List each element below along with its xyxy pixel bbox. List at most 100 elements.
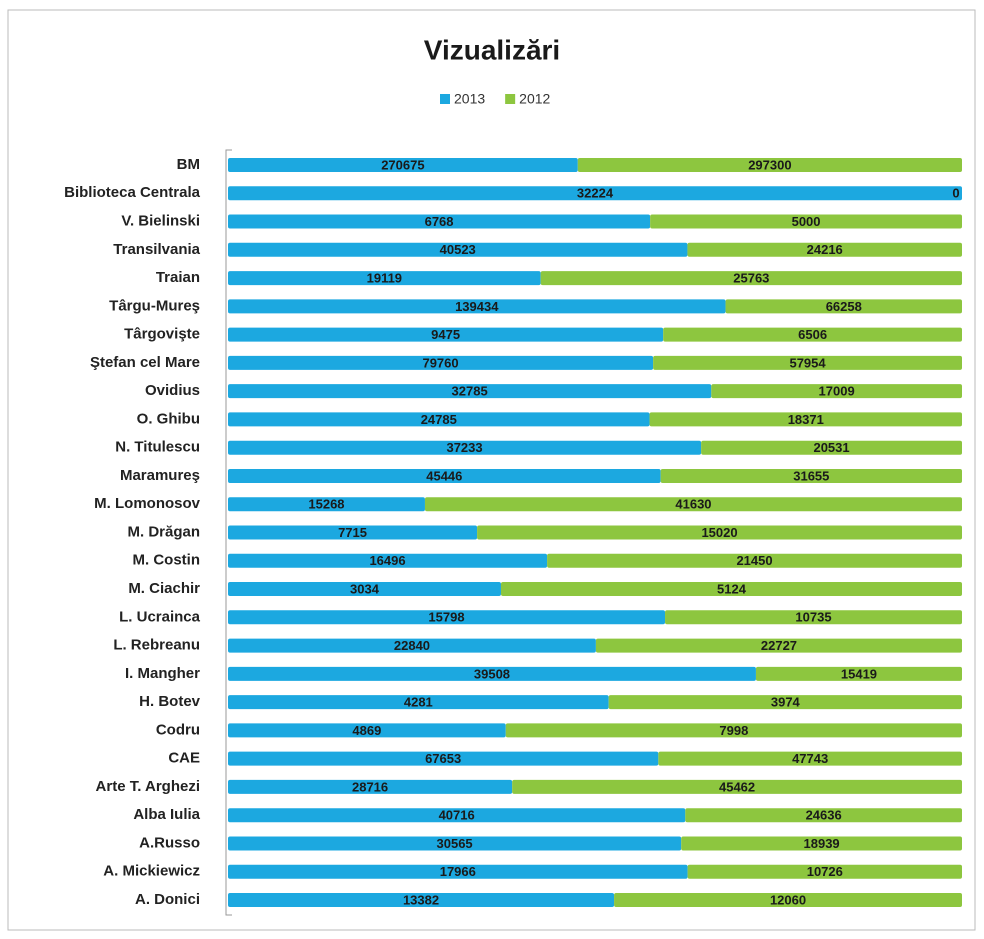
category-label: Maramureş — [120, 467, 200, 484]
value-label: 9475 — [431, 327, 460, 342]
value-label: 79760 — [422, 355, 458, 370]
legend-swatch — [505, 94, 516, 104]
category-label: BM — [177, 156, 200, 173]
category-label: I. Mangher — [125, 665, 200, 682]
value-label: 6768 — [425, 214, 454, 229]
category-label: L. Ucrainca — [119, 608, 201, 625]
bar-segment — [701, 440, 962, 455]
bar-segment — [228, 638, 596, 653]
bar-segment — [685, 808, 962, 823]
value-label: 40523 — [440, 242, 476, 257]
bar-segment — [660, 468, 962, 483]
bar-segment — [608, 695, 962, 710]
bar-segment — [687, 242, 962, 257]
legend-swatch — [440, 94, 450, 104]
bar-segment — [228, 553, 548, 568]
value-label: 7998 — [719, 723, 748, 738]
value-label: 0 — [952, 186, 959, 201]
value-label: 17009 — [819, 384, 855, 399]
category-label: M. Drăgan — [127, 523, 200, 540]
value-label: 18371 — [788, 412, 824, 427]
value-label: 15268 — [308, 497, 344, 512]
legend-label: 2012 — [519, 91, 550, 107]
value-label: 19119 — [367, 271, 402, 286]
category-label: Târgovişte — [124, 326, 200, 343]
bar-segment — [595, 638, 962, 653]
value-label: 39508 — [474, 666, 510, 681]
value-label: 30565 — [437, 836, 473, 851]
value-label: 16496 — [369, 553, 405, 568]
value-label: 3034 — [350, 581, 380, 596]
bar-segment — [228, 214, 651, 229]
value-label: 24785 — [421, 412, 457, 427]
bar-segment — [755, 666, 962, 681]
value-label: 3974 — [771, 695, 801, 710]
value-label: 24636 — [806, 808, 842, 823]
value-label: 17966 — [440, 864, 476, 879]
category-label: L. Rebreanu — [113, 637, 200, 654]
bar-segment — [228, 242, 688, 257]
value-label: 47743 — [792, 751, 828, 766]
value-label: 20531 — [813, 440, 849, 455]
bar-segment — [228, 384, 712, 399]
category-label: Biblioteca Centrala — [64, 184, 201, 201]
value-label: 37233 — [446, 440, 482, 455]
bar-segment — [228, 779, 513, 794]
value-label: 15020 — [701, 525, 737, 540]
bar-segment — [711, 384, 962, 399]
bar-segment — [228, 412, 650, 427]
bar-segment — [228, 695, 609, 710]
category-label: Ştefan cel Mare — [90, 354, 200, 371]
bar-segment — [512, 779, 962, 794]
category-label: A.Russo — [139, 834, 200, 851]
category-label: CAE — [168, 750, 200, 767]
bar-segment — [228, 525, 478, 540]
category-label: Transilvania — [113, 241, 200, 258]
category-label: Alba Iulia — [133, 806, 200, 823]
category-label: M. Lomonosov — [94, 495, 200, 512]
bar-segment — [228, 723, 506, 738]
bar-segment — [681, 836, 962, 851]
category-label: A. Donici — [135, 891, 200, 908]
value-label: 40716 — [439, 808, 475, 823]
category-label: M. Costin — [133, 552, 201, 569]
bar-segment — [228, 327, 664, 342]
category-label: V. Bielinski — [121, 213, 200, 230]
value-label: 12060 — [770, 892, 806, 907]
bar-segment — [687, 864, 962, 879]
bar-segment — [228, 864, 688, 879]
category-label: M. Ciachir — [128, 580, 200, 597]
category-label: O. Ghibu — [137, 410, 200, 427]
category-label: Codru — [156, 721, 200, 738]
bar-segment — [228, 271, 541, 286]
bar-segment — [228, 610, 666, 625]
bar-segment — [665, 610, 962, 625]
bar-segment — [477, 525, 962, 540]
value-label: 28716 — [352, 779, 388, 794]
value-label: 45462 — [719, 779, 755, 794]
value-label: 66258 — [826, 299, 862, 314]
value-label: 270675 — [381, 157, 424, 172]
category-label: Arte T. Arghezi — [96, 778, 200, 795]
value-label: 18939 — [804, 836, 840, 851]
bar-segment — [424, 497, 962, 512]
bar-segment — [228, 582, 501, 597]
bar-segment — [649, 412, 962, 427]
value-label: 10726 — [807, 864, 843, 879]
bar-segment — [228, 497, 425, 512]
value-label: 297300 — [748, 157, 791, 172]
value-label: 24216 — [807, 242, 843, 257]
bar-segment — [228, 158, 578, 172]
value-label: 5124 — [717, 581, 747, 596]
category-label: Târgu-Mureş — [109, 297, 200, 314]
bar-segment — [228, 186, 962, 201]
value-label: 7715 — [338, 525, 367, 540]
category-label: H. Botev — [139, 693, 201, 710]
bar-segment — [228, 893, 615, 907]
value-label: 22840 — [394, 638, 430, 653]
bar-segment — [614, 893, 962, 907]
bar-segment — [663, 327, 962, 342]
bar-segment — [228, 808, 686, 823]
value-label: 31655 — [793, 468, 829, 483]
